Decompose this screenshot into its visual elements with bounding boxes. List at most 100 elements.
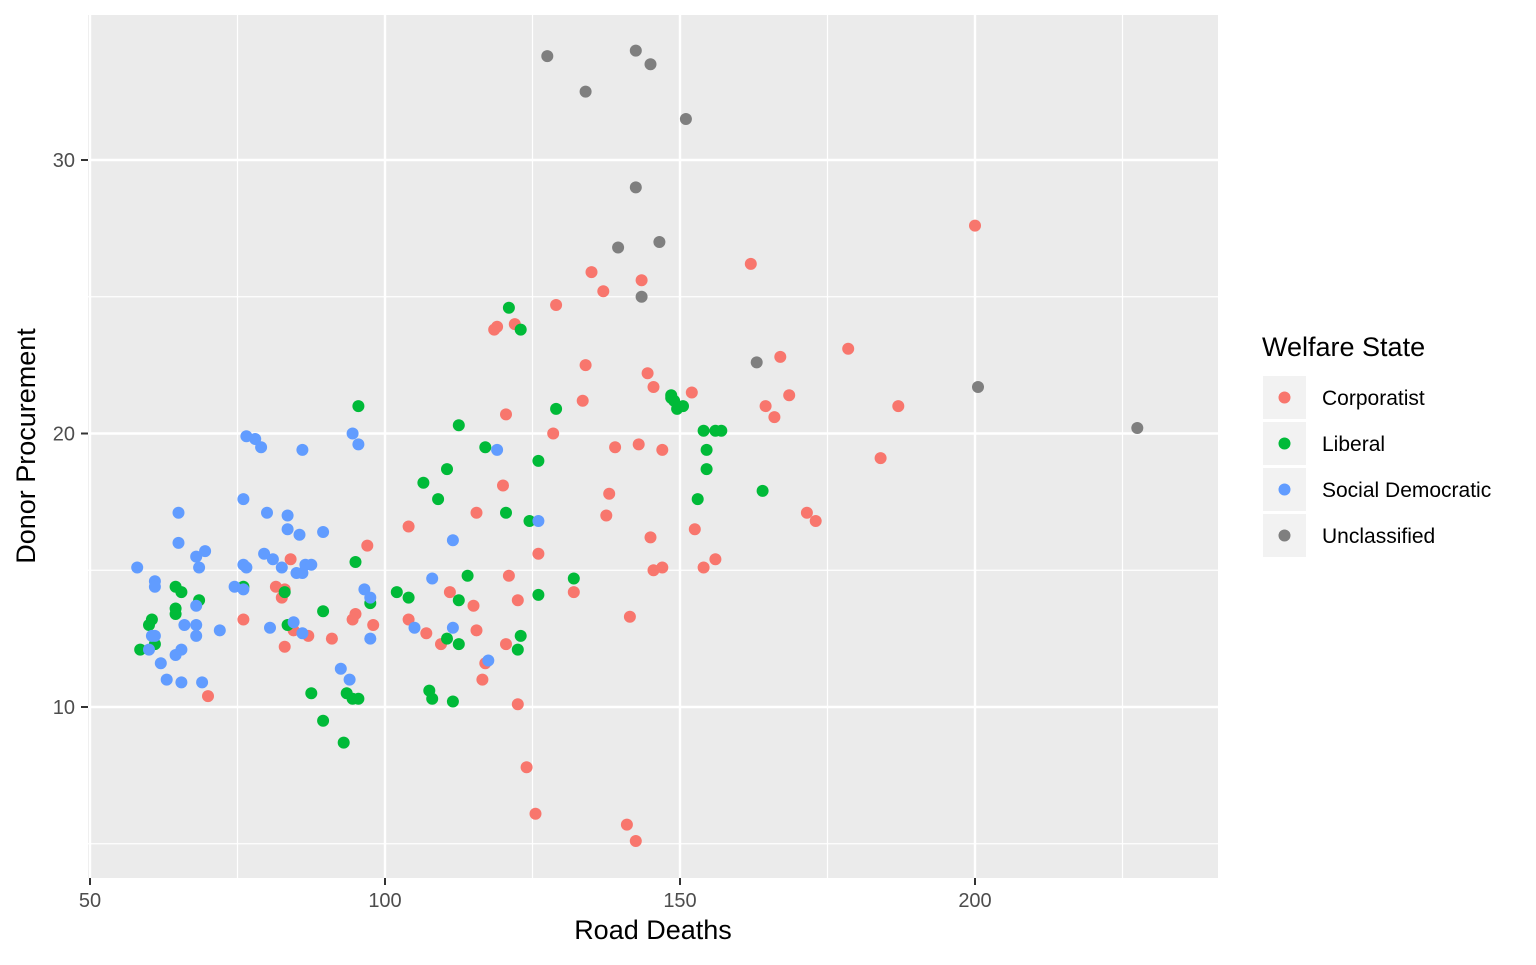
point-corporatist xyxy=(774,350,787,363)
point-corporatist xyxy=(278,640,291,653)
point-unclassified xyxy=(972,381,984,393)
point-corporatist xyxy=(402,520,415,533)
point-social-democratic xyxy=(190,550,203,563)
point-unclassified xyxy=(653,236,666,248)
point-corporatist xyxy=(497,479,509,492)
point-social-democratic xyxy=(131,561,144,574)
point-corporatist xyxy=(874,452,887,465)
x-tick-label: 50 xyxy=(79,890,101,912)
point-liberal xyxy=(352,692,365,705)
point-corporatist xyxy=(600,509,613,522)
point-unclassified xyxy=(629,44,642,57)
legend-swatch-liberal xyxy=(1278,437,1291,450)
point-social-democratic xyxy=(281,509,294,522)
point-social-democratic xyxy=(334,662,347,675)
point-social-democratic xyxy=(237,583,250,596)
point-liberal xyxy=(417,476,430,489)
point-social-democratic xyxy=(446,621,459,634)
y-axis-title: Donor Procurement xyxy=(11,328,41,564)
point-liberal xyxy=(432,493,445,506)
point-liberal xyxy=(500,506,512,519)
point-corporatist xyxy=(520,761,533,774)
point-corporatist xyxy=(697,561,710,574)
point-corporatist xyxy=(532,547,545,560)
point-corporatist xyxy=(647,564,660,577)
point-social-democratic xyxy=(190,599,203,612)
point-liberal xyxy=(756,484,769,497)
point-corporatist xyxy=(647,381,660,393)
point-corporatist xyxy=(284,553,297,566)
point-social-democratic xyxy=(446,534,459,547)
point-corporatist xyxy=(367,619,380,631)
point-social-democratic xyxy=(178,619,191,631)
point-liberal xyxy=(446,695,459,708)
point-unclassified xyxy=(679,113,692,125)
legend: Welfare State Corporatist Liberal Social D… xyxy=(1262,332,1491,557)
point-social-democratic xyxy=(317,526,330,538)
point-unclassified xyxy=(541,50,554,63)
point-social-democratic xyxy=(160,673,173,686)
point-corporatist xyxy=(420,627,433,640)
point-liberal xyxy=(134,643,147,656)
point-liberal xyxy=(452,594,465,607)
point-social-democratic xyxy=(172,536,185,549)
axes: 50 100 150 200 10 20 30 xyxy=(53,150,992,912)
point-liberal xyxy=(691,493,704,506)
legend-label-unclassified: Unclassified xyxy=(1322,525,1435,548)
point-liberal xyxy=(352,400,365,413)
point-corporatist xyxy=(476,673,489,686)
point-corporatist xyxy=(585,266,598,279)
point-corporatist xyxy=(632,438,645,451)
point-corporatist xyxy=(500,638,512,651)
y-tick-label: 20 xyxy=(53,424,75,446)
point-corporatist xyxy=(467,599,480,612)
x-tick-label: 200 xyxy=(958,890,991,912)
legend-title: Welfare State xyxy=(1262,332,1425,362)
point-corporatist xyxy=(550,299,563,311)
point-corporatist xyxy=(744,257,757,270)
point-corporatist xyxy=(783,389,796,402)
point-liberal xyxy=(567,572,580,585)
point-liberal xyxy=(317,605,330,618)
point-social-democratic xyxy=(148,580,161,593)
point-corporatist xyxy=(470,506,483,519)
point-corporatist xyxy=(635,274,648,287)
point-unclassified xyxy=(750,356,763,369)
point-unclassified xyxy=(629,181,642,194)
point-social-democratic xyxy=(172,506,185,519)
point-liberal xyxy=(532,454,545,467)
point-unclassified xyxy=(644,58,657,71)
point-corporatist xyxy=(547,427,560,440)
point-liberal xyxy=(514,323,527,336)
point-corporatist xyxy=(361,539,374,552)
point-corporatist xyxy=(325,632,338,645)
point-liberal xyxy=(452,638,465,651)
point-corporatist xyxy=(809,515,822,527)
point-social-democratic xyxy=(175,676,188,689)
point-social-democratic xyxy=(426,572,439,585)
point-social-democratic xyxy=(255,441,268,454)
point-corporatist xyxy=(237,613,250,626)
point-unclassified xyxy=(635,290,648,303)
point-corporatist xyxy=(470,624,483,637)
point-corporatist xyxy=(576,394,589,407)
point-liberal xyxy=(665,391,678,404)
point-liberal xyxy=(278,586,291,599)
y-tick-label: 30 xyxy=(53,150,75,172)
point-unclassified xyxy=(612,241,625,254)
y-tick-label: 10 xyxy=(53,697,75,719)
point-corporatist xyxy=(842,342,855,355)
point-corporatist xyxy=(644,531,657,544)
point-social-democratic xyxy=(154,657,167,670)
point-corporatist xyxy=(892,400,905,413)
point-liberal xyxy=(441,632,453,645)
point-liberal xyxy=(532,588,545,601)
point-social-democratic xyxy=(408,621,421,634)
data-points xyxy=(131,44,1144,847)
point-liberal xyxy=(461,569,474,582)
point-corporatist xyxy=(500,408,512,421)
point-liberal xyxy=(337,736,350,749)
point-corporatist xyxy=(800,506,813,519)
point-liberal xyxy=(426,692,439,705)
